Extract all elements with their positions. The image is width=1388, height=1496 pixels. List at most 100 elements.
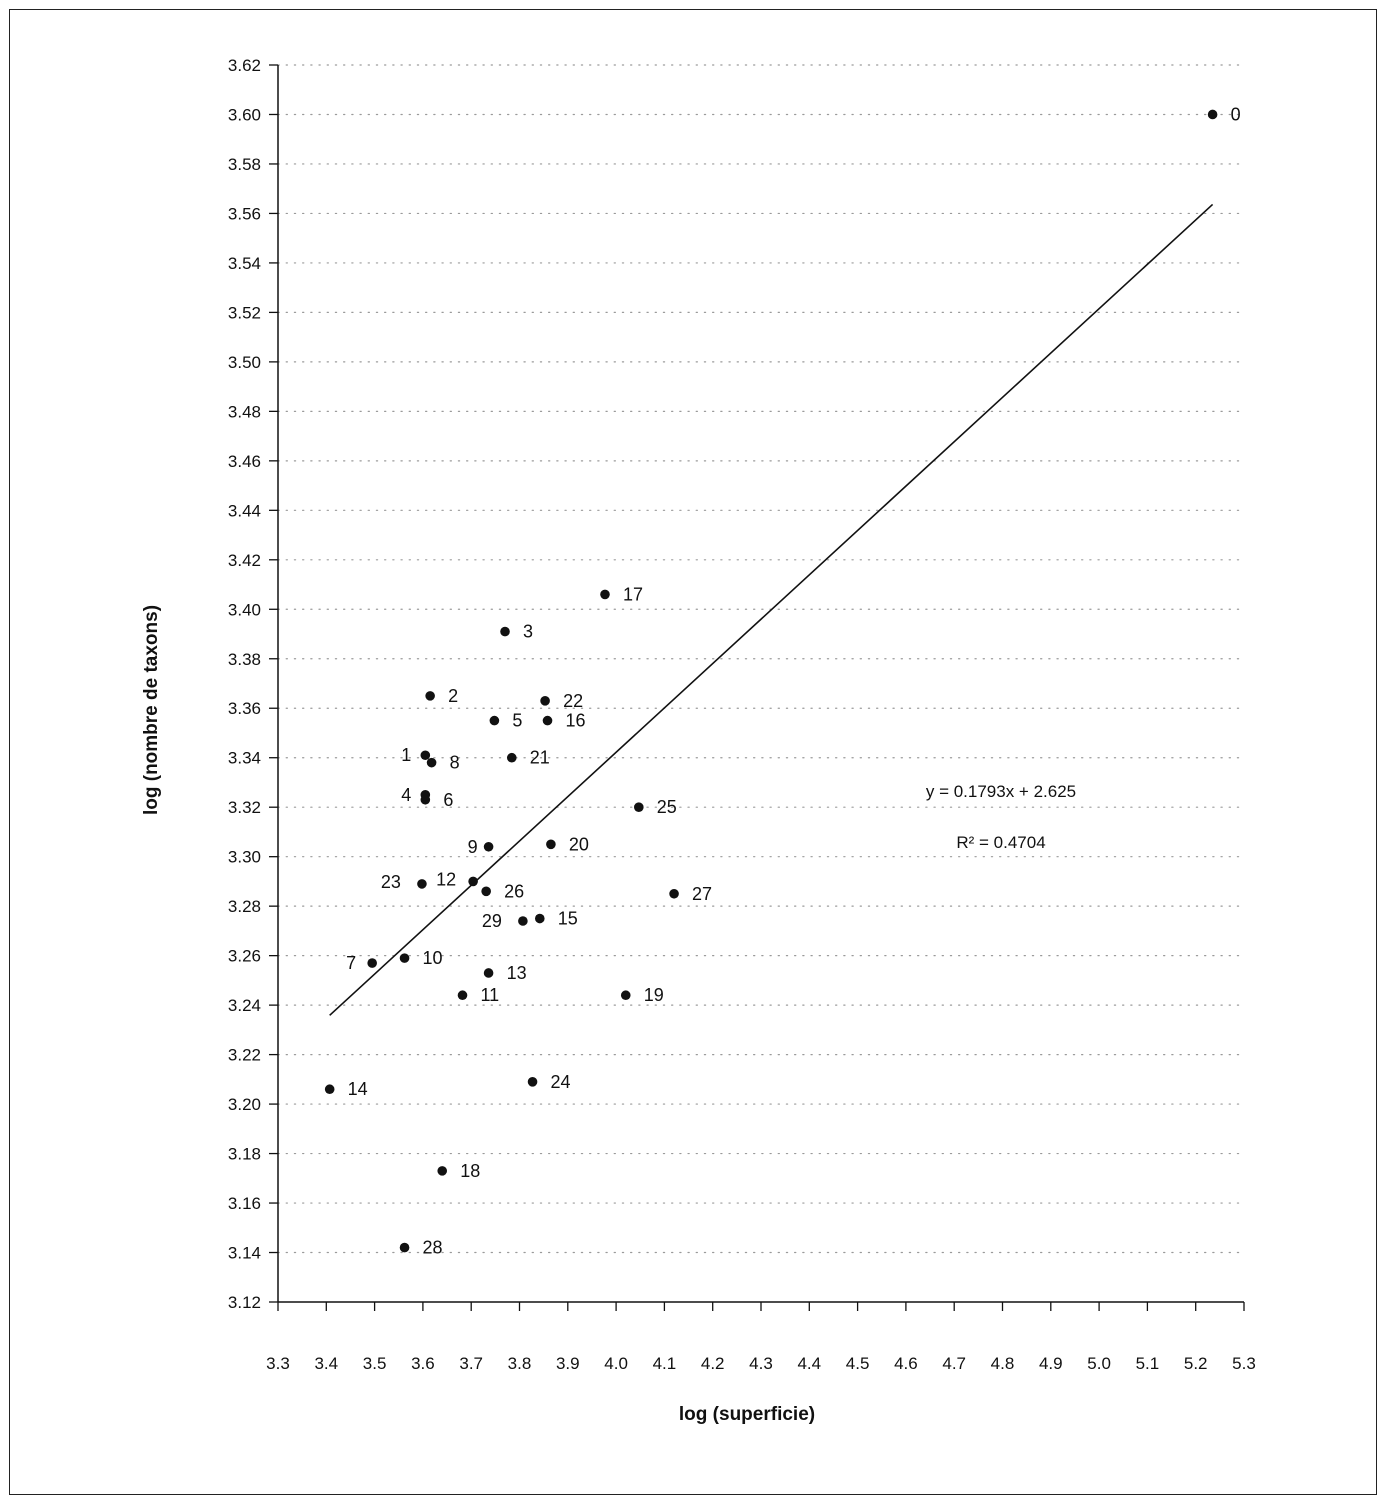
y-tick-label: 3.28 bbox=[228, 897, 261, 916]
y-tick-label: 3.26 bbox=[228, 947, 261, 966]
point-label: 10 bbox=[423, 948, 443, 968]
data-point bbox=[468, 876, 478, 887]
point-label: 25 bbox=[657, 797, 677, 817]
data-point bbox=[600, 589, 610, 600]
x-tick-label: 4.5 bbox=[846, 1354, 870, 1373]
x-tick-label: 3.6 bbox=[411, 1354, 435, 1373]
x-tick-label: 5.3 bbox=[1232, 1354, 1256, 1373]
data-point bbox=[399, 953, 410, 963]
y-tick-label: 3.62 bbox=[228, 56, 261, 75]
point-label: 21 bbox=[530, 748, 550, 768]
x-tick-label: 4.4 bbox=[797, 1354, 821, 1373]
chart-frame bbox=[9, 9, 1377, 1495]
data-point bbox=[500, 626, 510, 637]
y-tick-label: 3.60 bbox=[228, 105, 261, 124]
y-tick-label: 3.30 bbox=[228, 848, 261, 867]
data-point bbox=[518, 916, 528, 926]
point-label: 26 bbox=[504, 881, 524, 901]
y-tick-label: 3.18 bbox=[228, 1145, 261, 1164]
data-point bbox=[420, 750, 431, 761]
y-tick-label: 3.12 bbox=[228, 1293, 261, 1312]
point-label: 6 bbox=[443, 790, 453, 810]
axes: 3.123.143.163.183.203.223.243.263.283.30… bbox=[228, 56, 1256, 1373]
y-tick-label: 3.48 bbox=[228, 402, 261, 421]
regression-equation: y = 0.1793x + 2.625 bbox=[926, 782, 1076, 801]
r-squared-value: R² = 0.4704 bbox=[956, 833, 1045, 852]
data-point bbox=[1207, 109, 1218, 120]
data-point bbox=[634, 802, 644, 812]
data-point bbox=[417, 879, 427, 889]
point-label: 24 bbox=[551, 1072, 571, 1092]
point-label: 8 bbox=[450, 753, 460, 773]
y-tick-label: 3.56 bbox=[228, 204, 261, 223]
x-tick-label: 4.1 bbox=[653, 1354, 677, 1373]
y-tick-label: 3.58 bbox=[228, 155, 261, 174]
point-label: 11 bbox=[481, 985, 500, 1005]
y-tick-label: 3.44 bbox=[228, 501, 261, 520]
data-point bbox=[324, 1084, 335, 1095]
data-point bbox=[425, 691, 435, 701]
point-label: 14 bbox=[348, 1079, 368, 1099]
y-tick-label: 3.16 bbox=[228, 1194, 261, 1213]
point-label: 16 bbox=[566, 711, 586, 731]
y-tick-label: 3.36 bbox=[228, 699, 261, 718]
point-label: 9 bbox=[468, 837, 478, 857]
y-tick-label: 3.54 bbox=[228, 254, 261, 273]
point-label: 29 bbox=[482, 911, 502, 931]
point-label: 4 bbox=[401, 785, 411, 805]
y-tick-label: 3.24 bbox=[228, 996, 261, 1015]
point-label: 27 bbox=[692, 884, 712, 904]
grid-lines bbox=[277, 64, 1245, 1254]
data-point bbox=[527, 1077, 538, 1087]
point-label: 13 bbox=[507, 963, 527, 983]
trendline-group bbox=[329, 203, 1214, 1016]
data-point bbox=[620, 990, 631, 1001]
y-tick-label: 3.34 bbox=[228, 749, 261, 768]
data-point bbox=[546, 839, 556, 850]
y-tick-label: 3.38 bbox=[228, 650, 261, 669]
point-label: 0 bbox=[1231, 104, 1241, 124]
x-tick-label: 3.9 bbox=[556, 1354, 580, 1373]
y-tick-label: 3.22 bbox=[228, 1046, 261, 1065]
point-label: 17 bbox=[623, 584, 643, 604]
x-tick-label: 3.7 bbox=[459, 1354, 483, 1373]
point-label: 23 bbox=[381, 872, 401, 892]
y-tick-label: 3.32 bbox=[228, 798, 261, 817]
data-point bbox=[437, 1166, 448, 1176]
point-label: 28 bbox=[423, 1238, 443, 1258]
x-tick-label: 3.5 bbox=[363, 1354, 387, 1373]
y-tick-label: 3.46 bbox=[228, 452, 261, 471]
y-tick-label: 3.50 bbox=[228, 353, 261, 372]
data-point bbox=[420, 794, 431, 805]
x-tick-label: 4.6 bbox=[894, 1354, 918, 1373]
x-tick-label: 3.4 bbox=[314, 1354, 338, 1373]
data-point bbox=[399, 1242, 410, 1253]
point-label: 5 bbox=[512, 711, 522, 731]
trendline bbox=[329, 203, 1214, 1016]
y-axis-title: log (nombre de taxons) bbox=[141, 605, 162, 815]
data-point bbox=[483, 841, 494, 852]
data-point bbox=[483, 968, 494, 978]
x-tick-label: 4.2 bbox=[701, 1354, 725, 1373]
point-label: 1 bbox=[401, 745, 411, 765]
data-point bbox=[481, 886, 491, 897]
data-point bbox=[542, 715, 553, 726]
point-label: 22 bbox=[563, 691, 583, 711]
data-point bbox=[489, 715, 500, 726]
point-label: 19 bbox=[644, 985, 664, 1005]
y-tick-label: 3.52 bbox=[228, 303, 261, 322]
data-points: 0123456789101112131415161718192021222324… bbox=[324, 104, 1241, 1258]
y-tick-label: 3.40 bbox=[228, 600, 261, 619]
x-tick-label: 5.1 bbox=[1136, 1354, 1160, 1373]
y-tick-label: 3.20 bbox=[228, 1095, 261, 1114]
data-point bbox=[506, 752, 517, 763]
x-tick-label: 3.8 bbox=[508, 1354, 532, 1373]
x-axis-title: log (superficie) bbox=[679, 1404, 815, 1425]
data-point bbox=[426, 757, 437, 768]
point-label: 15 bbox=[558, 909, 578, 929]
data-point bbox=[534, 913, 545, 924]
y-tick-label: 3.42 bbox=[228, 551, 261, 570]
point-label: 12 bbox=[436, 869, 456, 889]
x-tick-label: 5.0 bbox=[1087, 1354, 1111, 1373]
